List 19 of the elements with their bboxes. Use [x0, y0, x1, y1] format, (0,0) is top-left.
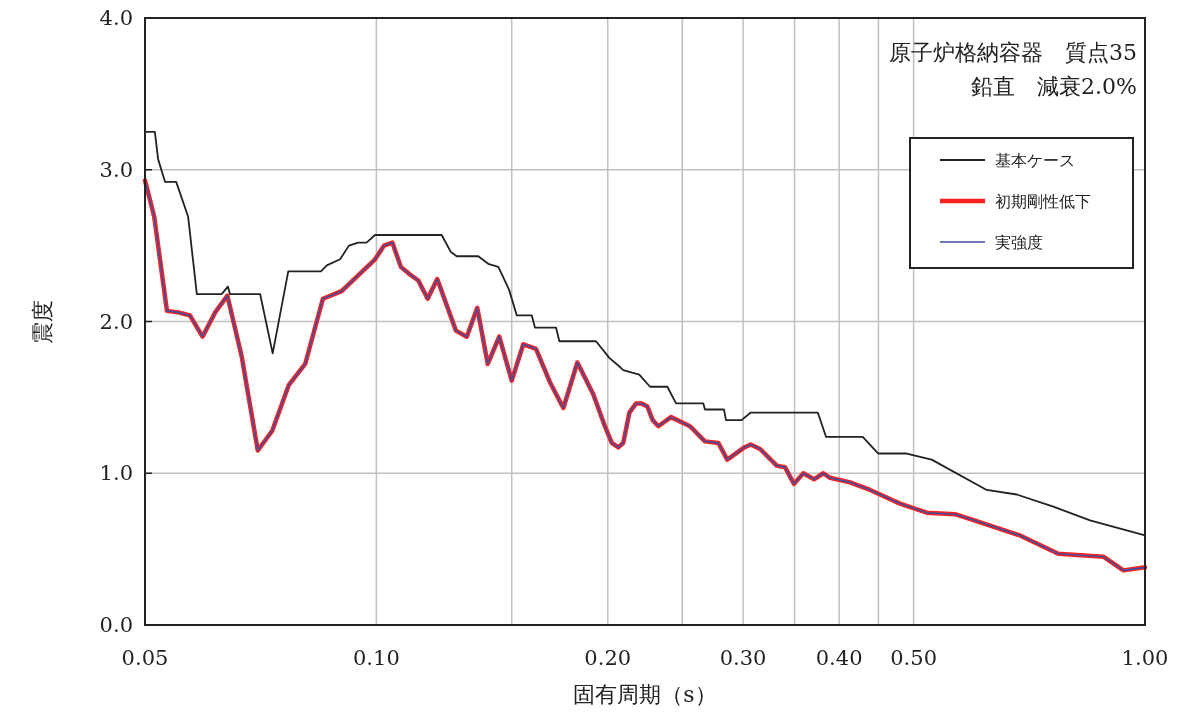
y-axis-title: 震度: [30, 299, 55, 344]
legend-label: 初期剛性低下: [995, 192, 1091, 211]
x-tick-label: 1.00: [1121, 646, 1169, 670]
y-tick-label: 4.0: [99, 6, 133, 30]
x-tick-label: 0.40: [815, 646, 863, 670]
y-tick-label: 1.0: [99, 461, 133, 486]
annotation: 原子炉格納容器 質点35: [889, 40, 1137, 65]
x-tick-label: 0.50: [890, 646, 937, 670]
annotation: 鉛直 減衰2.0%: [971, 74, 1137, 99]
x-tick-label: 0.20: [584, 646, 632, 670]
y-tick-label: 2.0: [99, 309, 133, 334]
y-tick-label: 0.0: [99, 613, 133, 637]
x-tick-label: 0.30: [719, 646, 767, 670]
legend-label: 実強度: [995, 233, 1043, 252]
x-tick-label: 0.10: [353, 646, 400, 670]
legend-label: 基本ケース: [995, 151, 1075, 170]
y-tick-label: 3.0: [99, 157, 133, 182]
x-tick-label: 0.05: [121, 646, 169, 670]
x-axis-title: 固有周期（s）: [573, 682, 717, 707]
